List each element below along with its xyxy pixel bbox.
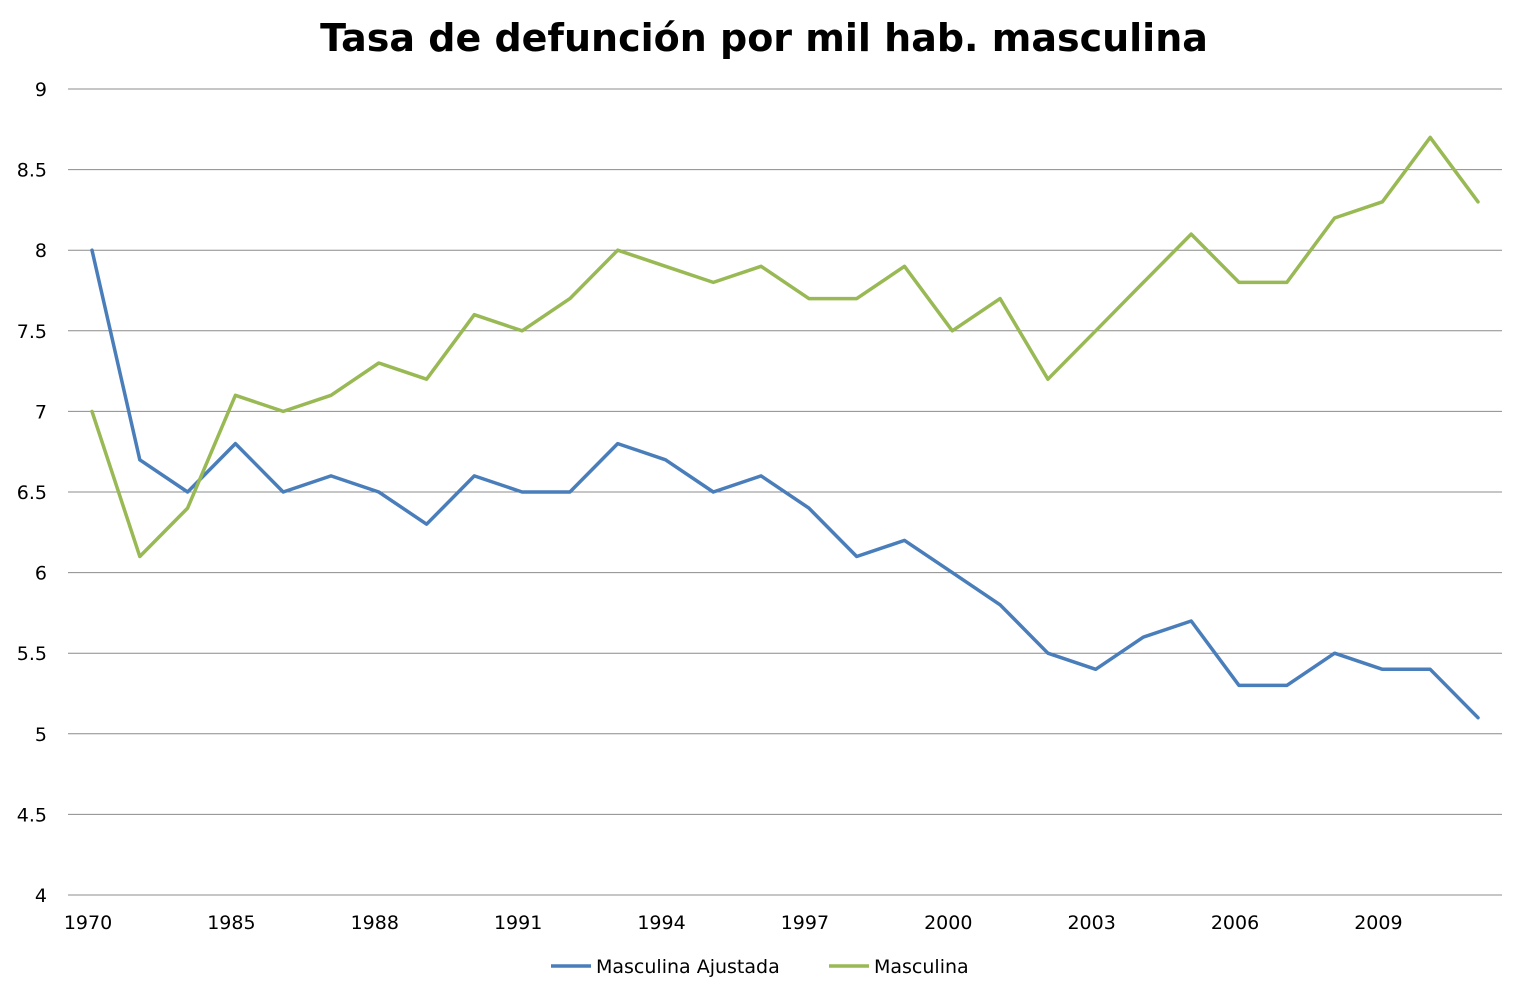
y-tick-label: 6 <box>35 563 47 585</box>
legend-label-2: Masculina <box>874 956 969 978</box>
x-tick-label: 2006 <box>1211 912 1259 934</box>
x-tick-label: 1970 <box>64 912 112 934</box>
x-tick-label: 1988 <box>351 912 399 934</box>
series-line-1 <box>90 248 1480 720</box>
y-tick-label: 5 <box>35 724 47 746</box>
y-tick-label: 5.5 <box>17 643 47 665</box>
x-tick-label: 1994 <box>637 912 685 934</box>
x-tick-label: 2009 <box>1354 912 1402 934</box>
x-tick-label: 2003 <box>1067 912 1115 934</box>
y-tick-label: 7 <box>35 401 47 423</box>
x-tick-label: 1991 <box>494 912 542 934</box>
chart-title: Tasa de defunción por mil hab. masculina <box>320 16 1208 60</box>
x-tick-label: 1985 <box>207 912 255 934</box>
legend-label-1: Masculina Ajustada <box>596 956 780 978</box>
y-tick-label: 4.5 <box>17 804 47 826</box>
x-tick-label: 2000 <box>924 912 972 934</box>
y-tick-label: 4 <box>35 885 47 907</box>
y-tick-label: 8.5 <box>17 160 47 182</box>
y-tick-label: 7.5 <box>17 321 47 343</box>
y-tick-label: 9 <box>35 79 47 101</box>
x-tick-label: 1997 <box>781 912 829 934</box>
y-tick-label: 6.5 <box>17 482 47 504</box>
y-tick-label: 8 <box>35 240 47 262</box>
series-line-2 <box>90 135 1480 559</box>
